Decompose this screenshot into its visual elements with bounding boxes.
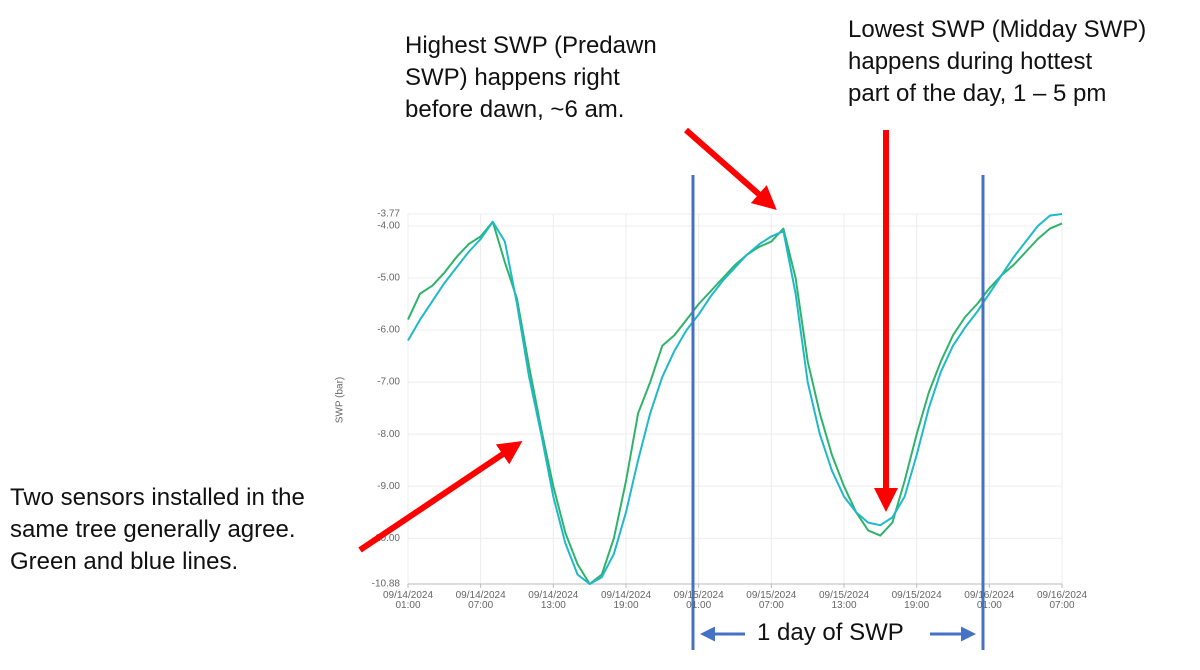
x-tick-label: 09/14/2024 13:00 bbox=[528, 590, 579, 611]
x-tick-label: 09/14/2024 01:00 bbox=[382, 590, 434, 611]
y-tick-label: -3.77 bbox=[377, 209, 400, 220]
x-tick-label: 09/14/2024 19:00 bbox=[600, 590, 652, 611]
x-tick-label: 09/14/2024 07:00 bbox=[455, 590, 506, 611]
x-tick-label: 09/15/2024 07:00 bbox=[746, 590, 797, 611]
y-tick-label: -7.00 bbox=[377, 377, 400, 388]
annotation-text: part of the day, 1 – 5 pm bbox=[848, 80, 1107, 107]
annotation-text: Green and blue lines. bbox=[10, 548, 239, 575]
y-tick-label: -5.00 bbox=[377, 273, 400, 284]
annotation-text: 1 day of SWP bbox=[757, 619, 904, 646]
lines bbox=[407, 213, 1063, 585]
arrow bbox=[684, 127, 777, 210]
annotation-text: happens during hottest bbox=[848, 48, 1093, 75]
y-tick-label: -10.88 bbox=[372, 579, 401, 590]
annotation-shapes bbox=[358, 127, 985, 650]
series-line bbox=[407, 220, 1063, 585]
x-tick-label: 09/16/2024 01:00 bbox=[964, 590, 1015, 611]
y-axis-label: SWP (bar) bbox=[335, 377, 346, 424]
x-tick-label: 09/15/2024 19:00 bbox=[891, 590, 942, 611]
x-tick-label: 09/16/2024 07:00 bbox=[1036, 590, 1088, 611]
annotation-text: Highest SWP (Predawn bbox=[405, 32, 657, 59]
y-tick-label: -6.00 bbox=[377, 325, 400, 336]
arrow bbox=[358, 440, 523, 553]
y-tick-label: -10.00 bbox=[372, 533, 401, 544]
x-tick-label: 09/15/2024 01:00 bbox=[673, 590, 724, 611]
annotation-text: same tree generally agree. bbox=[10, 516, 296, 543]
y-tick-label: -9.00 bbox=[377, 481, 400, 492]
grid: -3.77-4.00 -5.00 -6.00 -7.00 -8.00 -9.00 -10.0… bbox=[372, 209, 1063, 590]
y-tick-label: -4.00 bbox=[377, 221, 400, 232]
x-tick-label: 09/15/2024 13:00 bbox=[818, 590, 870, 611]
y-tick-label: -8.00 bbox=[377, 429, 400, 440]
annotation-text: Two sensors installed in the bbox=[10, 484, 305, 511]
annotation-text: before dawn, ~6 am. bbox=[405, 96, 625, 123]
annotation-text: SWP) happens right bbox=[405, 64, 620, 91]
annotation-text: Lowest SWP (Midday SWP) bbox=[848, 16, 1147, 43]
series-line bbox=[407, 213, 1063, 585]
